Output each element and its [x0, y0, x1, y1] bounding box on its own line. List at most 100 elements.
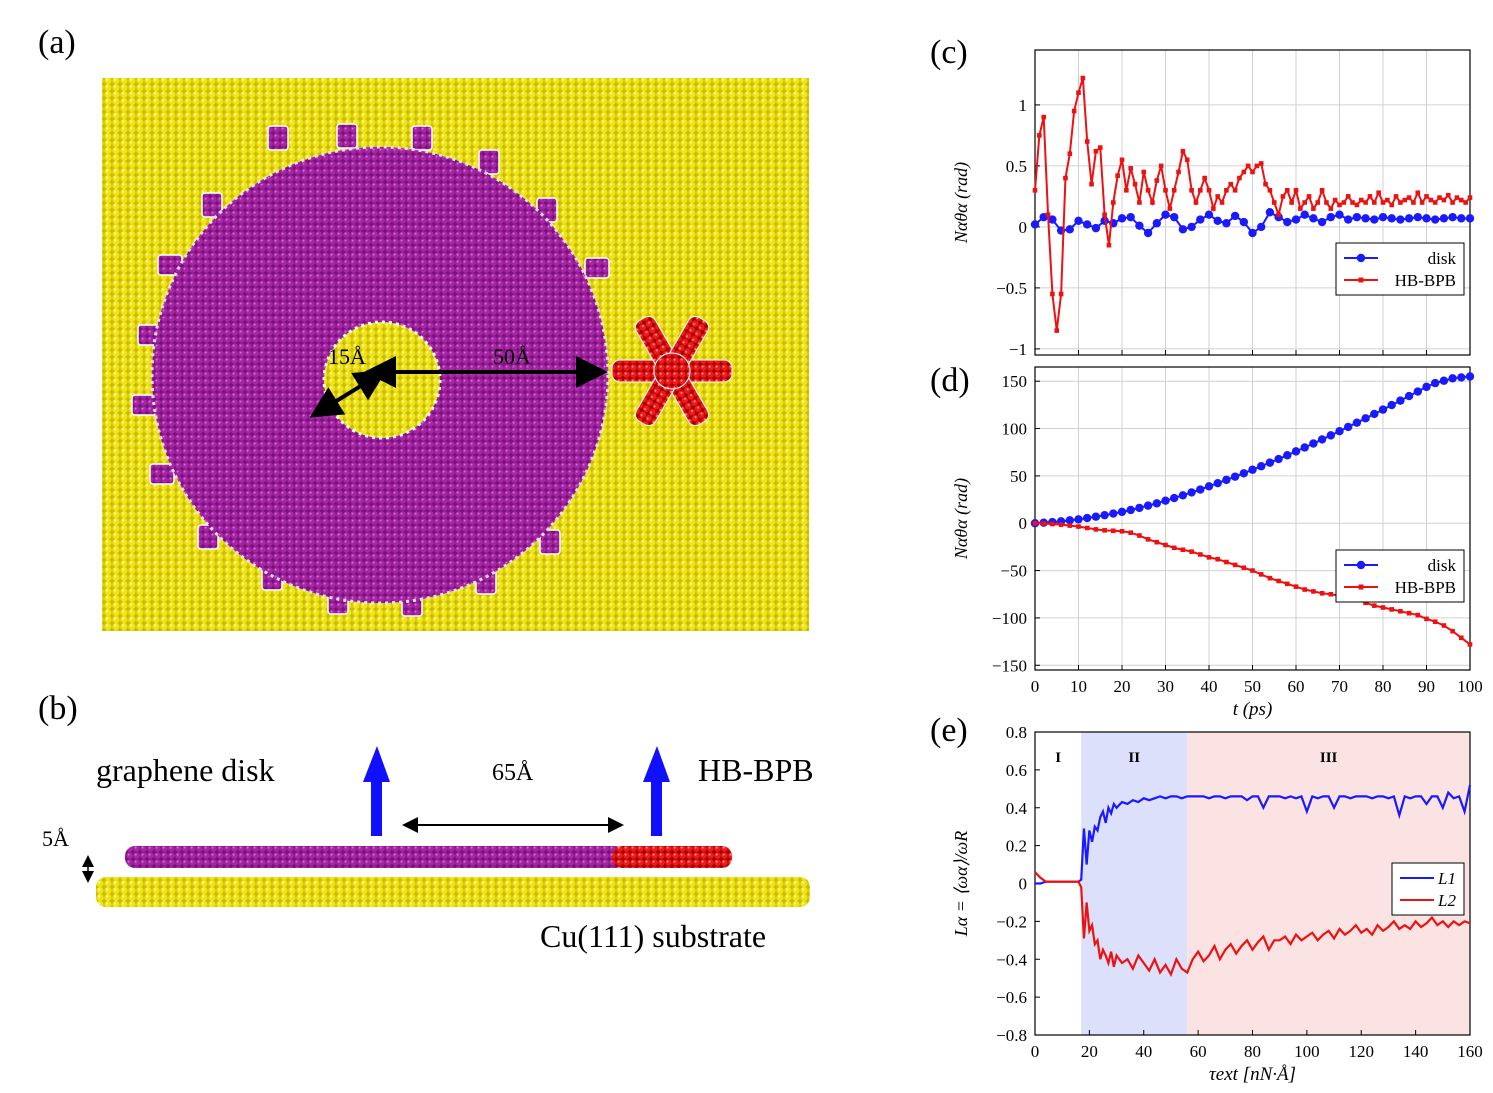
marker-HB-BPB [1258, 572, 1264, 577]
marker-disk [1309, 439, 1318, 448]
marker-HB-BPB [1345, 194, 1351, 199]
marker-disk [1465, 214, 1475, 223]
marker-HB-BPB [1224, 559, 1229, 565]
xtick-label: 100 [1294, 1042, 1320, 1061]
marker-disk [1117, 507, 1127, 517]
panel-label-b: (b) [38, 690, 78, 727]
marker-HB-BPB [1454, 195, 1460, 200]
marker-disk [1143, 501, 1153, 510]
ytick-label: 0 [1019, 514, 1028, 533]
ytick-label: −0.8 [996, 1026, 1027, 1045]
marker-disk [1187, 222, 1196, 232]
marker-HB-BPB [1150, 200, 1155, 205]
substrate-side-view [96, 877, 810, 907]
marker-HB-BPB [1076, 90, 1081, 95]
marker-HB-BPB [1202, 175, 1207, 181]
series-L2 [1034, 871, 1471, 978]
legend-label: HB-BPB [1395, 578, 1456, 597]
marker-HB-BPB [1180, 148, 1186, 154]
xtick-label: 70 [1331, 677, 1348, 696]
region-label-III: III [1320, 750, 1338, 766]
marker-HB-BPB [1132, 181, 1138, 187]
marker-disk [1431, 378, 1440, 388]
marker-HB-BPB [1341, 200, 1347, 205]
marker-disk [1422, 214, 1431, 223]
ytick-label: 0.5 [1006, 157, 1027, 176]
marker-HB-BPB [1237, 175, 1242, 181]
marker-HB-BPB [1415, 190, 1421, 196]
xtick-label: 0 [1031, 1042, 1040, 1061]
marker-HB-BPB [1211, 206, 1216, 211]
force-arrow-hbbpb [643, 746, 670, 836]
marker-HB-BPB [1141, 169, 1147, 175]
chart-d-xlabel: t (ps) [1233, 699, 1273, 720]
marker-disk [1274, 454, 1283, 464]
marker-disk [1152, 219, 1162, 228]
marker-HB-BPB [1241, 169, 1247, 175]
marker-HB-BPB [1372, 200, 1377, 205]
marker-disk [1239, 469, 1249, 478]
marker-HB-BPB [1154, 539, 1160, 545]
marker-HB-BPB [1276, 578, 1281, 584]
marker-disk [1126, 212, 1135, 222]
marker-disk [1178, 491, 1188, 500]
marker-HB-BPB [1302, 587, 1307, 592]
marker-disk [1457, 214, 1466, 223]
legend-marker [1358, 277, 1364, 283]
marker-HB-BPB [1219, 200, 1225, 205]
marker-HB-BPB [1128, 530, 1133, 536]
marker-disk [1083, 513, 1092, 523]
marker-disk [1239, 217, 1249, 227]
marker-HB-BPB [1428, 197, 1434, 203]
xtick-label: 10 [1070, 677, 1087, 696]
marker-disk [1465, 372, 1475, 381]
marker-HB-BPB [1119, 528, 1125, 534]
marker-HB-BPB [1041, 521, 1046, 526]
marker-HB-BPB [1315, 200, 1321, 205]
marker-HB-BPB [1276, 212, 1281, 217]
ytick-label: 0 [1019, 875, 1028, 894]
marker-disk [1361, 414, 1370, 423]
marker-HB-BPB [1393, 194, 1399, 199]
marker-HB-BPB [1067, 151, 1073, 156]
marker-HB-BPB [1285, 188, 1290, 193]
marker-disk [1135, 221, 1144, 230]
xtick-label: 40 [1135, 1042, 1152, 1061]
marker-disk [1230, 211, 1240, 221]
marker-disk [1413, 387, 1423, 396]
marker-HB-BPB [1441, 197, 1447, 203]
chart-c-group: −1 −0.5 0 0.5 1 Nαθα (rad) disk HB-BPB [951, 49, 1475, 359]
marker-disk [1222, 475, 1231, 485]
marker-disk [1335, 210, 1344, 219]
marker-disk [1091, 512, 1101, 521]
marker-disk [1204, 482, 1214, 491]
marker-HB-BPB [1332, 197, 1338, 203]
marker-HB-BPB [1037, 133, 1042, 138]
marker-HB-BPB [1206, 555, 1212, 560]
ytick-label: 0.4 [1006, 799, 1028, 818]
marker-disk [1196, 485, 1205, 494]
ytick-label: 50 [1010, 467, 1027, 486]
marker-HB-BPB [1045, 212, 1051, 217]
marker-HB-BPB [1097, 145, 1103, 150]
marker-disk [1431, 215, 1440, 224]
hbbpb-molecule-top-view [611, 315, 733, 427]
ytick-label: −50 [1000, 562, 1027, 581]
marker-disk [1257, 462, 1266, 471]
marker-disk [1178, 225, 1188, 234]
outer-radius-label: 50Å [493, 344, 531, 369]
marker-disk [1135, 503, 1144, 513]
marker-HB-BPB [1054, 328, 1060, 333]
marker-disk [1083, 220, 1092, 229]
marker-HB-BPB [1080, 75, 1086, 81]
marker-HB-BPB [1441, 623, 1447, 628]
marker-HB-BPB [1350, 200, 1355, 205]
marker-HB-BPB [1084, 139, 1090, 144]
marker-disk [1170, 212, 1179, 222]
marker-disk [1370, 215, 1379, 224]
marker-disk [1439, 214, 1449, 223]
marker-HB-BPB [1232, 188, 1238, 193]
marker-HB-BPB [1363, 200, 1368, 205]
marker-HB-BPB [1206, 188, 1212, 193]
legend-marker [1356, 560, 1366, 570]
